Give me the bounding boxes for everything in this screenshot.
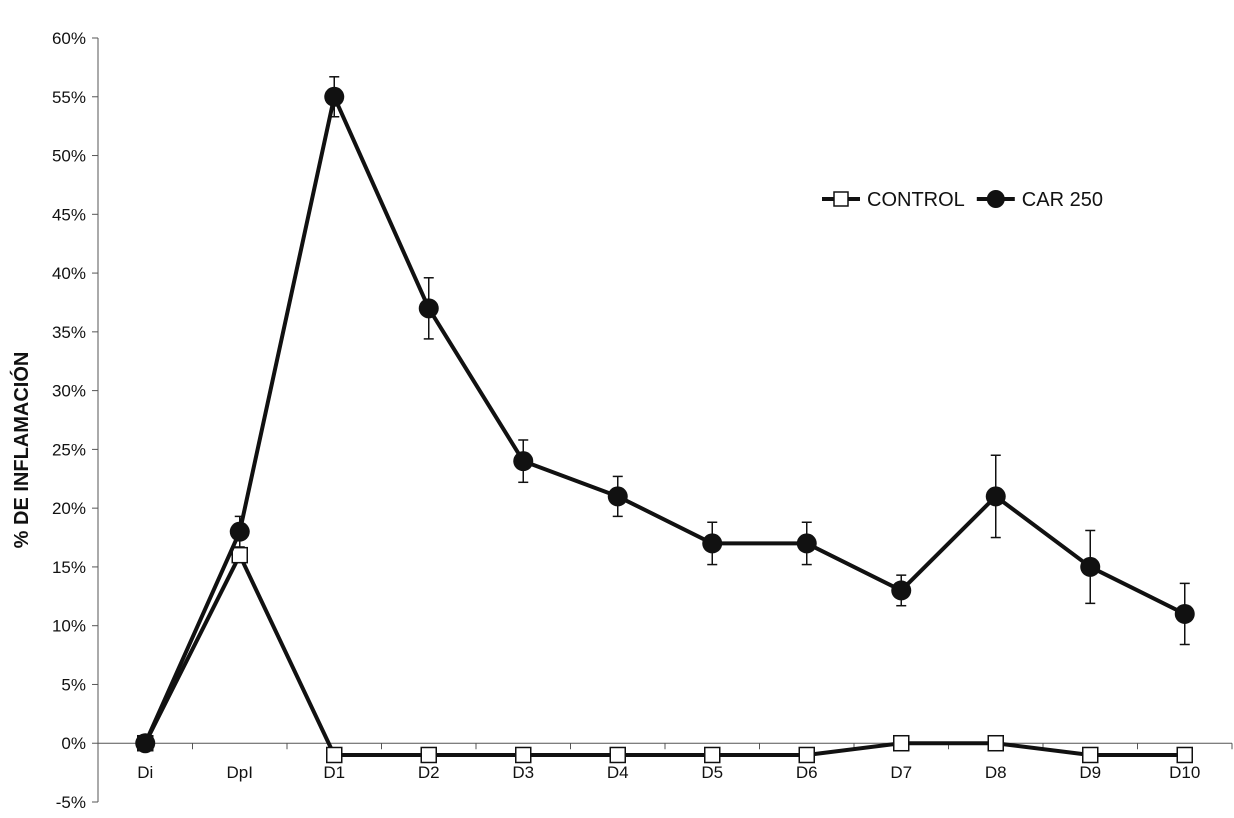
series-line [143, 553, 1185, 757]
x-tick-label: D1 [323, 763, 345, 782]
legend-item: CONTROL [822, 189, 965, 211]
y-axis-title-group: % DE INFLAMACIÓN [9, 352, 33, 549]
legend: CONTROL CAR 250 [822, 189, 1103, 211]
legend-label: CAR 250 [1022, 189, 1103, 211]
x-tick-label: D3 [512, 763, 534, 782]
x-tick-label: D9 [1079, 763, 1101, 782]
series-car-250 [135, 76, 1195, 754]
y-tick-label: 45% [52, 205, 86, 224]
y-tick-label: 55% [52, 88, 86, 107]
y-tick-label: 60% [52, 29, 86, 48]
data-point [987, 734, 1004, 752]
data-point [231, 546, 248, 564]
y-tick-label: 15% [52, 558, 86, 577]
data-point [893, 734, 910, 752]
x-tick-label: D7 [890, 763, 912, 782]
x-tick-label: D8 [985, 763, 1007, 782]
axes: -5% 0% 5% 10% 15% 20% 25% 30% 35% 40% 45% 50% 55% 60%… [52, 29, 1233, 812]
series-layer [135, 76, 1195, 764]
legend-item: CAR 250 [976, 189, 1103, 211]
series-control [137, 546, 1193, 764]
data-point [135, 733, 156, 754]
data-point [1176, 746, 1193, 764]
data-point [513, 451, 534, 472]
y-tick-label: 20% [52, 499, 86, 518]
y-tick-label: 10% [52, 617, 86, 636]
y-tick-label: 0% [61, 734, 86, 753]
x-tick-label: DpI [227, 763, 253, 782]
x-tick-label: D4 [607, 763, 629, 782]
data-point [326, 746, 343, 764]
y-tick-label: 50% [52, 147, 86, 166]
data-point [796, 533, 817, 554]
x-tick-label: Di [137, 763, 153, 782]
y-tick-label: 40% [52, 264, 86, 283]
y-tick-label: -5% [56, 793, 86, 812]
data-point [798, 746, 815, 764]
data-point [609, 746, 626, 764]
data-point [891, 580, 912, 601]
data-point [1082, 746, 1099, 764]
data-point [515, 746, 532, 764]
data-point [1174, 603, 1195, 624]
x-tick-label: D2 [418, 763, 440, 782]
legend-marker [833, 191, 849, 207]
data-point [324, 86, 345, 107]
y-tick-label: 25% [52, 440, 86, 459]
data-point [420, 746, 437, 764]
legend-label: CONTROL [867, 189, 965, 211]
data-point [418, 298, 439, 319]
series-line [143, 94, 1186, 745]
x-tick-label: D10 [1169, 763, 1200, 782]
data-point [985, 486, 1006, 507]
data-point [1080, 556, 1101, 577]
y-tick-label: 35% [52, 323, 86, 342]
y-axis-title: % DE INFLAMACIÓN [9, 352, 33, 549]
legend-marker [986, 190, 1005, 208]
data-point [607, 486, 628, 507]
x-tick-label: D6 [796, 763, 818, 782]
data-point [704, 746, 721, 764]
y-tick-label: 5% [61, 675, 86, 694]
x-tick-label: D5 [701, 763, 723, 782]
data-point [229, 521, 250, 542]
data-point [702, 533, 723, 554]
y-tick-label: 30% [52, 382, 86, 401]
